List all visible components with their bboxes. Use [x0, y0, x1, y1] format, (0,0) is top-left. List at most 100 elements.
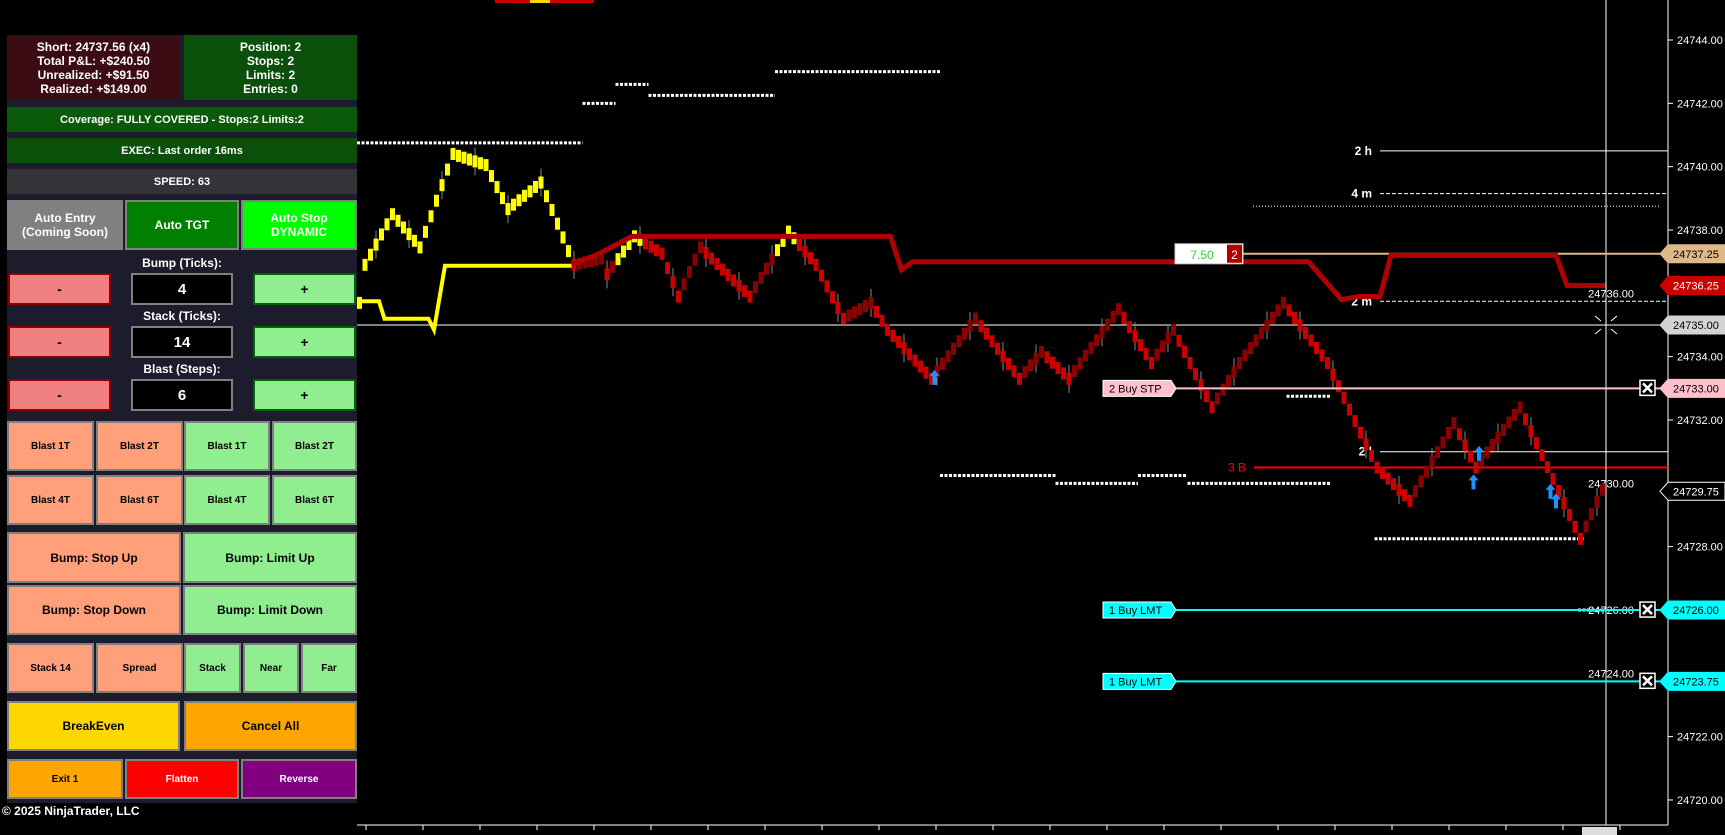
candle-bar — [1567, 508, 1572, 521]
bump-ticks-value[interactable]: 4 — [131, 273, 233, 305]
stack-ticks-value[interactable]: 14 — [131, 326, 233, 358]
candle-bar — [681, 278, 687, 291]
cancel-all-button[interactable]: Cancel All — [184, 701, 357, 751]
candle-bar — [1479, 454, 1484, 467]
blast-plus-button[interactable]: + — [253, 379, 356, 411]
candle-bar — [1099, 326, 1105, 339]
candle-bar — [929, 372, 934, 385]
candle-bar — [1105, 318, 1110, 331]
blast-long-1t-button[interactable]: Blast 1T — [184, 421, 270, 471]
top-indicator-highlight — [530, 0, 550, 3]
exit-button[interactable]: Exit 1 — [7, 759, 123, 799]
blast-long-4t-button[interactable]: Blast 4T — [184, 475, 270, 525]
candle-bar — [1385, 472, 1391, 485]
candle-bar — [1391, 478, 1396, 491]
candle-bar — [1523, 413, 1528, 426]
candle-bar — [1380, 467, 1385, 480]
bump-minus-button[interactable]: - — [8, 273, 111, 305]
horizontal-scrollbar[interactable] — [1582, 827, 1617, 835]
candle-bar — [1512, 408, 1517, 421]
blast-minus-button[interactable]: - — [8, 379, 111, 411]
candle-bar — [1050, 356, 1055, 369]
candle-bar — [461, 151, 467, 164]
candle-bar — [1143, 348, 1149, 361]
candle-bar — [1429, 456, 1435, 469]
candle-bar — [434, 194, 439, 207]
candle-bar — [1578, 532, 1583, 545]
blast-short-1t-button[interactable]: Blast 1T — [7, 421, 94, 471]
price-tick-label: 24738.00 — [1677, 225, 1723, 237]
candle-bar — [907, 348, 912, 361]
spread-button[interactable]: Spread — [96, 643, 183, 693]
cancel-order-button[interactable] — [1639, 379, 1656, 397]
reverse-button[interactable]: Reverse — [241, 759, 357, 799]
candle-bar — [566, 245, 571, 258]
total-pnl: Total P&L: +$240.50 — [37, 53, 150, 68]
stack-plus-button[interactable]: + — [253, 326, 356, 358]
blast-steps-value[interactable]: 6 — [131, 379, 233, 411]
price-marker — [1659, 600, 1725, 620]
blast-long-6t-button[interactable]: Blast 6T — [272, 475, 357, 525]
candle-bar — [868, 296, 874, 309]
candle-bar — [417, 241, 423, 254]
bump-limit-up-button[interactable]: Bump: Limit Up — [183, 532, 357, 583]
bump-plus-button[interactable]: + — [253, 273, 356, 305]
close-icon — [1642, 604, 1653, 615]
candle-bar — [978, 320, 984, 333]
candle-bar — [368, 248, 373, 261]
entries-count: Entries: 0 — [243, 81, 298, 96]
bump-stop-down-button[interactable]: Bump: Stop Down — [7, 585, 181, 635]
cancel-order-button[interactable] — [1639, 601, 1656, 618]
candle-bar — [621, 245, 626, 258]
cancel-order-button[interactable] — [1639, 672, 1656, 690]
candle-bar — [406, 228, 412, 241]
candle-bar — [412, 234, 417, 247]
blast-short-4t-button[interactable]: Blast 4T — [7, 475, 94, 525]
candle-bar — [445, 163, 450, 176]
auto-stop-mode: DYNAMIC — [271, 225, 327, 239]
price-marker-label: 24729.75 — [1673, 486, 1719, 498]
auto-entry-button[interactable]: Auto Entry (Coming Soon) — [7, 200, 123, 250]
candle-bar — [1336, 380, 1341, 393]
far-button[interactable]: Far — [301, 643, 357, 693]
auto-tgt-button[interactable]: Auto TGT — [125, 200, 239, 250]
candle-bar — [1121, 312, 1127, 325]
price-marker-label: 24735.00 — [1673, 320, 1719, 332]
candle-bar — [1589, 508, 1594, 521]
order-tag[interactable] — [1102, 379, 1177, 397]
stack-button[interactable]: Stack — [184, 643, 241, 693]
candle-bar — [1176, 334, 1182, 347]
candle-bar — [560, 231, 566, 244]
candle-bar — [687, 265, 692, 278]
bump-stop-up-button[interactable]: Bump: Stop Up — [7, 532, 181, 583]
price-marker — [1659, 315, 1725, 335]
candle-bar — [1215, 392, 1220, 405]
candle-bar — [1517, 401, 1523, 414]
candle-bar — [643, 237, 648, 250]
order-tag[interactable] — [1102, 672, 1177, 690]
stack-minus-button[interactable]: - — [8, 326, 111, 358]
candle-bar — [1451, 417, 1457, 430]
candle-bar — [1594, 495, 1600, 508]
realized-pnl: Realized: +$149.00 — [40, 81, 147, 96]
blast-short-2t-button[interactable]: Blast 2T — [96, 421, 183, 471]
candle-bar — [1446, 426, 1451, 439]
trend-line — [357, 263, 572, 337]
blast-short-6t-button[interactable]: Blast 6T — [96, 475, 183, 525]
candle-bar — [1022, 366, 1028, 379]
near-button[interactable]: Near — [243, 643, 299, 693]
candle-bar — [775, 244, 780, 257]
candle-bar — [1209, 401, 1215, 414]
order-tag-label: 1 Buy LMT — [1109, 605, 1162, 617]
auto-stop-button[interactable]: Auto Stop DYNAMIC — [241, 200, 357, 250]
order-tag[interactable] — [1102, 601, 1177, 619]
candle-bar — [390, 208, 395, 221]
stack-14-button[interactable]: Stack 14 — [7, 643, 94, 693]
flatten-button[interactable]: Flatten — [125, 759, 239, 799]
bump-limit-down-button[interactable]: Bump: Limit Down — [183, 585, 357, 635]
breakeven-button[interactable]: BreakEven — [7, 701, 180, 751]
blast-long-2t-button[interactable]: Blast 2T — [272, 421, 357, 471]
candle-bar — [654, 244, 659, 257]
candle-bar — [439, 179, 445, 192]
